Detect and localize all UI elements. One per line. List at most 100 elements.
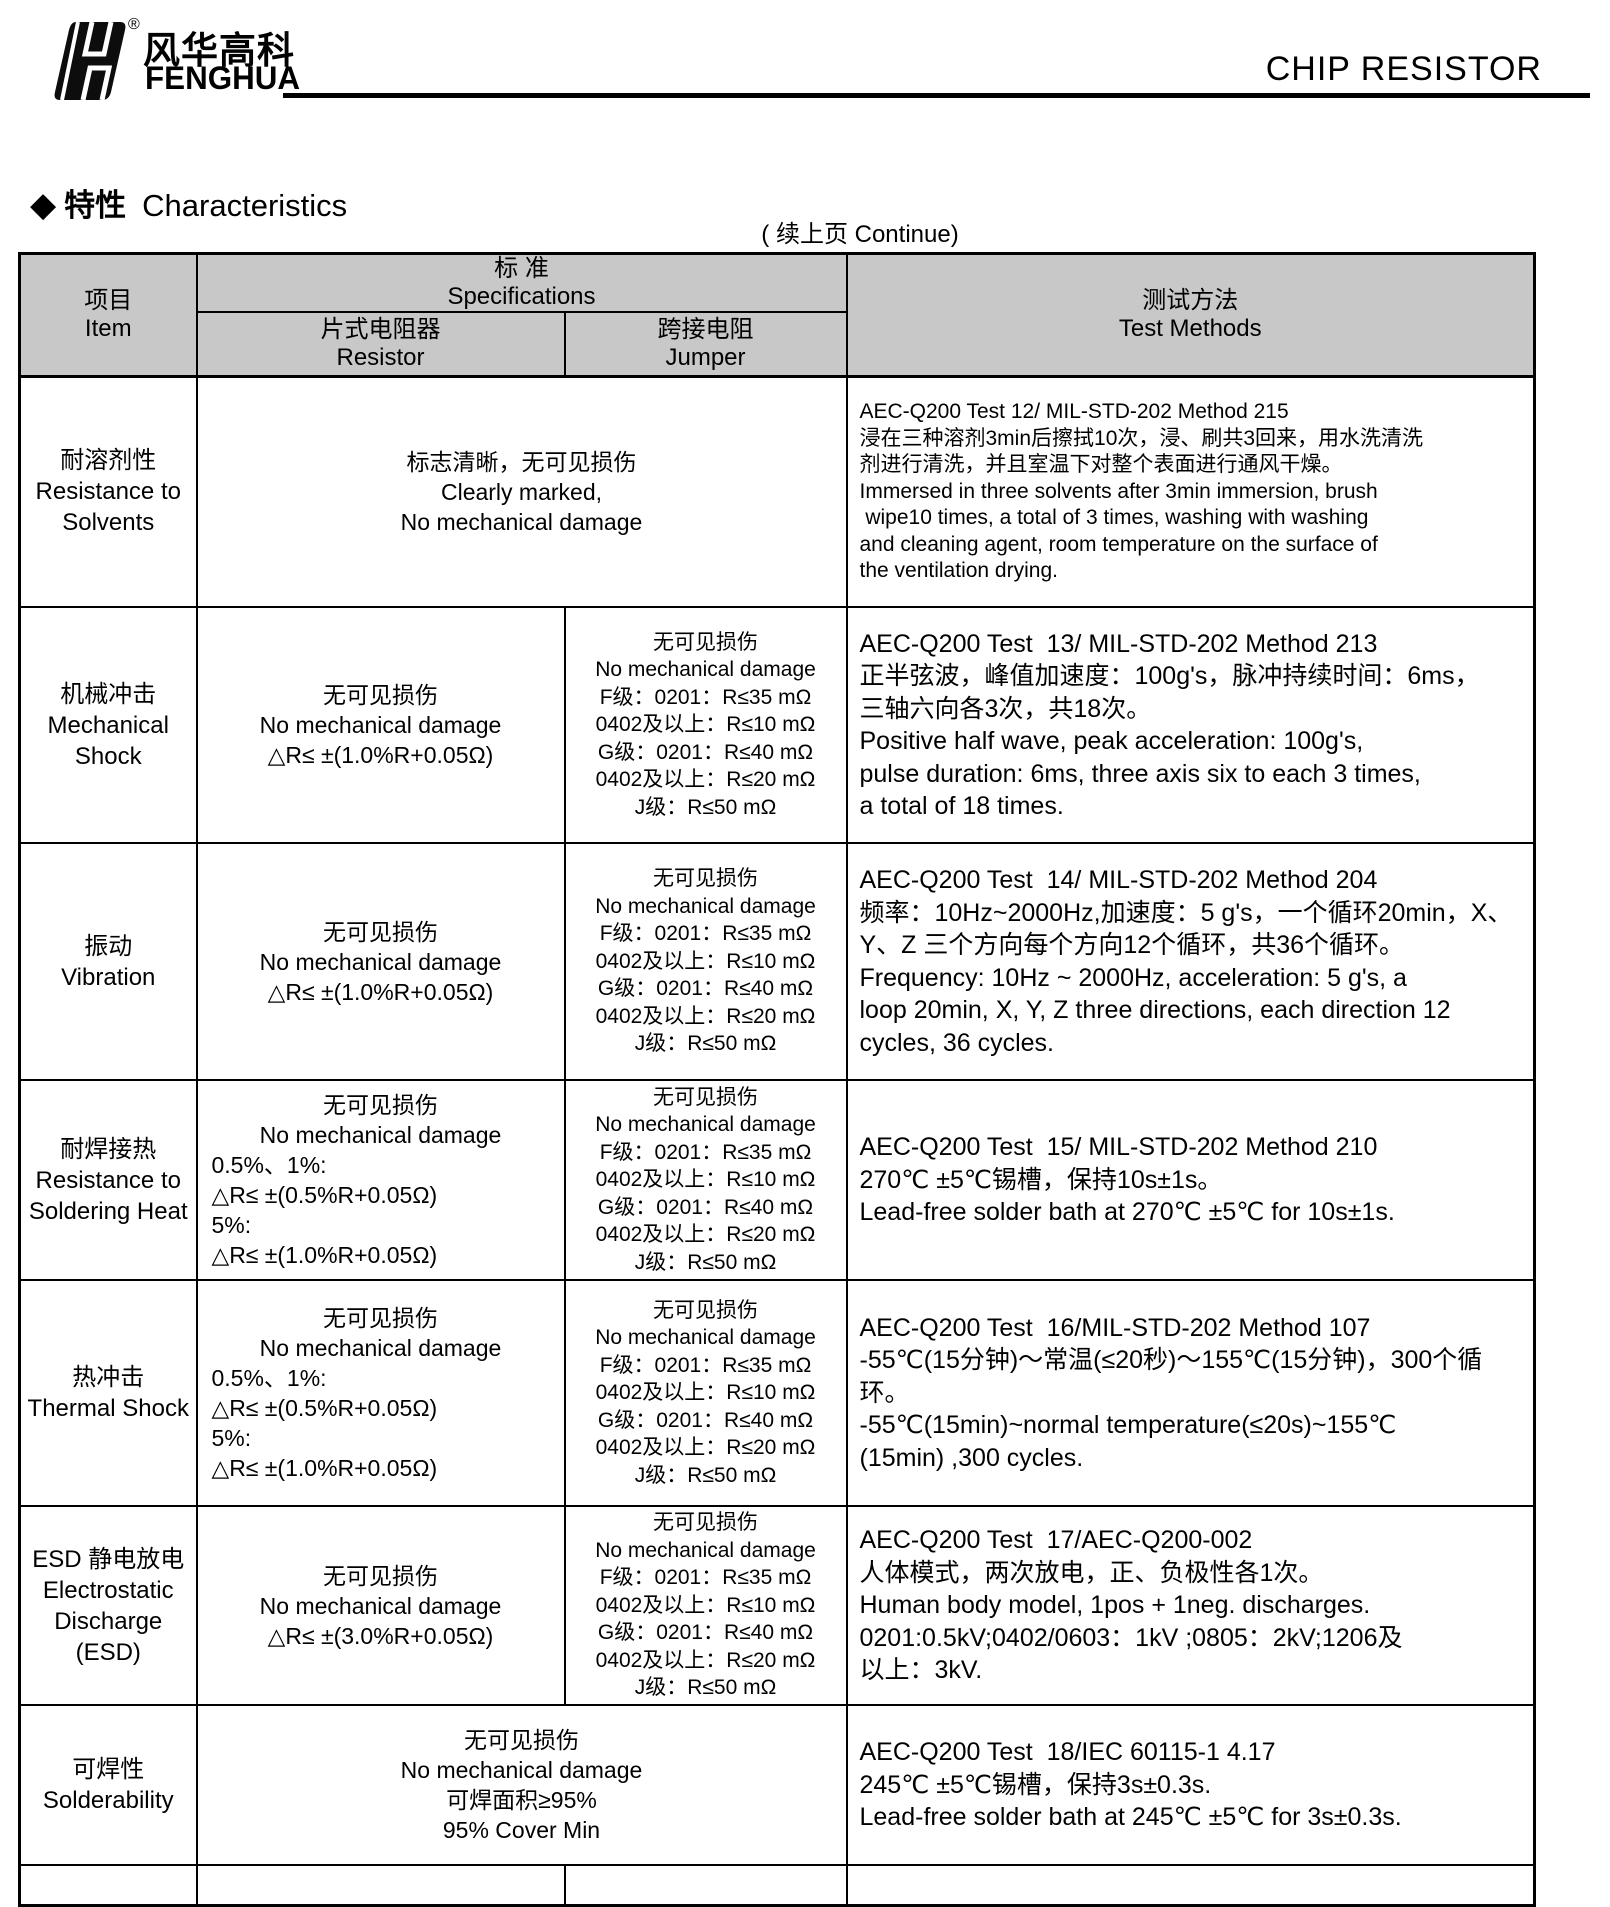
item-label-line: 热冲击: [72, 1364, 145, 1391]
test-method-cell: AEC-Q200 Test 15/ MIL-STD-202 Method 210…: [845, 1079, 1536, 1281]
test-method-line: Lead-free solder bath at 245℃ ±5℃ for 3s…: [859, 1803, 1402, 1832]
item-label-line: ESD 静电放电: [32, 1545, 185, 1573]
characteristics-table-body: 耐溶剂性 Resistance to Solvents 标志清晰，无可见损伤 Clear…: [18, 375, 1536, 1906]
item-label-line: 耐溶剂性: [60, 447, 157, 475]
test-method-line: 以上：3kV.: [859, 1656, 983, 1685]
resistor-spec-line: 无可见损伤: [323, 918, 438, 945]
test-method-cell: AEC-Q200 Test 16/MIL-STD-202 Method 107 -…: [845, 1279, 1536, 1507]
logo-english-name: FENGHUA: [145, 60, 301, 96]
jumper-spec-line: G级：0201：R≤40 mΩ: [597, 1408, 814, 1432]
jumper-spec-line: G级：0201：R≤40 mΩ: [597, 740, 814, 764]
jumper-spec-line: 无可见损伤: [653, 630, 758, 654]
diamond-bullet-icon: ◆: [30, 186, 57, 224]
item-label-line: Solderability: [42, 1787, 174, 1814]
resistor-spec-line: 0.5%、1%:: [211, 1365, 327, 1391]
item-label-line: Discharge: [54, 1607, 163, 1635]
spec-line: No mechanical damage: [400, 1757, 643, 1783]
item-label-line: Vibration: [61, 963, 156, 991]
test-method-line: cycles, 36 cycles.: [859, 1028, 1055, 1057]
resistor-spec-line: 无可见损伤: [323, 1305, 438, 1331]
test-method-cell: AEC-Q200 Test 14/ MIL-STD-202 Method 204…: [845, 842, 1536, 1081]
test-method-line: loop 20min, X, Y, Z three directions, ea…: [859, 996, 1451, 1024]
table-row: 振动 Vibration 无可见损伤 No mechanical damage △R≤ …: [18, 842, 1536, 1081]
resistor-spec-line: △R≤ ±(1.0%R+0.05Ω): [211, 1242, 438, 1268]
section-title: ◆ 特性 Characteristics: [30, 180, 347, 225]
resistor-spec-line: △R≤ ±(1.0%R+0.05Ω): [211, 1455, 438, 1481]
table-row: 热冲击 Thermal Shock 无可见损伤 No mechanical damag…: [18, 1279, 1536, 1507]
resistor-spec-cell: 无可见损伤 No mechanical damage △R≤ ±(3.0%R+0.0…: [195, 1505, 566, 1706]
section-title-en: Characteristics: [142, 188, 348, 223]
test-method-cell: AEC-Q200 Test 18/IEC 60115-1 4.17 245℃ ±5…: [845, 1704, 1536, 1866]
item-label-line: Resistance to: [35, 478, 181, 506]
test-method-cell: AEC-Q200 Test 12/ MIL-STD-202 Method 215…: [845, 375, 1536, 608]
spec-line: Clearly marked,: [440, 478, 603, 505]
specifications-column-header: 标 准 Specifications: [195, 252, 848, 313]
test-method-line: Lead-free solder bath at 270℃ ±5℃ for 10…: [859, 1198, 1395, 1227]
test-method-cell: AEC-Q200 Test 17/AEC-Q200-002 人体模式，两次放电，正…: [845, 1505, 1536, 1706]
test-method-line: Positive half wave, peak acceleration: 1…: [859, 727, 1364, 755]
resistor-spec-line: 5%:: [211, 1425, 252, 1451]
jumper-spec-line: F级：0201：R≤35 mΩ: [599, 1353, 812, 1377]
item-label-line: Thermal Shock: [27, 1395, 189, 1422]
jumper-spec-line: No mechanical damage: [595, 658, 816, 682]
table-row: 机械冲击 Mechanical Shock 无可见损伤 No mechanical da…: [18, 606, 1536, 844]
spec-line: 95% Cover Min: [442, 1817, 601, 1843]
item-cell: 可焊性 Solderability: [18, 1704, 198, 1866]
item-column-header: 项目 Item: [18, 252, 198, 378]
jumper-spec-cell: 无可见损伤 No mechanical damage F级：0201：R≤35 mΩ…: [563, 1505, 848, 1706]
jumper-spec-line: 无可见损伤: [653, 1511, 758, 1535]
table-row: ESD 静电放电 Electrostatic Discharge (ESD) 无可见损伤…: [18, 1505, 1536, 1706]
jumper-spec-line: 无可见损伤: [653, 1298, 758, 1322]
jumper-spec-cell: 无可见损伤 No mechanical damage F级：0201：R≤35 mΩ…: [563, 1279, 848, 1507]
jumper-spec-line: 0402及以上：R≤10 mΩ: [595, 949, 816, 973]
item-label-line: Mechanical: [47, 711, 169, 739]
test-method-line: pulse duration: 6ms, three axis six to e…: [859, 759, 1421, 788]
resistor-header-cn: 片式电阻器: [320, 315, 441, 343]
jumper-spec-line: 0402及以上：R≤10 mΩ: [595, 1381, 816, 1405]
jumper-spec-line: F级：0201：R≤35 mΩ: [599, 685, 812, 709]
jumper-spec-line: J级：R≤50 mΩ: [634, 1676, 777, 1700]
test-method-line: -55℃(15min)~normal temperature(≤20s)~155…: [859, 1411, 1397, 1440]
spec-merged-cell: 标志清晰，无可见损伤 Clearly marked, No mechanical d…: [195, 375, 848, 608]
item-cell: 热冲击 Thermal Shock: [18, 1279, 198, 1507]
jumper-spec-line: F级：0201：R≤35 mΩ: [599, 1140, 812, 1164]
item-header-en: Item: [84, 314, 132, 342]
spec-line: 标志清晰，无可见损伤: [406, 448, 637, 475]
test-method-line: and cleaning agent, room temperature on …: [859, 532, 1378, 556]
jumper-spec-line: J级：R≤50 mΩ: [634, 795, 777, 819]
jumper-spec-line: 0402及以上：R≤20 mΩ: [595, 1436, 816, 1460]
test-method-line: AEC-Q200 Test 14/ MIL-STD-202 Method 204: [859, 866, 1378, 894]
table-row: 耐焊接热 Resistance to Soldering Heat 无可见损伤 No m…: [18, 1079, 1536, 1281]
resistor-spec-cell: 无可见损伤 No mechanical damage △R≤ ±(1.0%R+0.0…: [195, 842, 566, 1081]
test-cell-clipped: [845, 1864, 1536, 1906]
item-header-cn: 项目: [84, 286, 133, 314]
item-label-line: Shock: [74, 742, 142, 770]
resistor-spec-line: △R≤ ±(1.0%R+0.05Ω): [267, 742, 494, 768]
jumper-spec-line: 0402及以上：R≤10 mΩ: [595, 1168, 816, 1192]
spec-line: 可焊面积≥95%: [446, 1787, 597, 1813]
test-method-line: 三轴六向各3次，共18次。: [859, 694, 1152, 723]
fenghua-logo-icon: [52, 20, 130, 102]
jumper-spec-cell: 无可见损伤 No mechanical damage F级：0201：R≤35 mΩ…: [563, 1079, 848, 1281]
resistor-spec-line: 5%:: [211, 1212, 252, 1238]
spec-line: 无可见损伤: [464, 1727, 579, 1753]
item-label-line: Electrostatic: [42, 1576, 174, 1604]
test-method-line: 剂进行清洗，并且室温下对整个表面进行通风干燥。: [859, 453, 1343, 476]
resistor-subcolumn-header: 片式电阻器 Resistor: [195, 311, 566, 378]
jumper-spec-cell: 无可见损伤 No mechanical damage F级：0201：R≤35 mΩ…: [563, 842, 848, 1081]
test-method-line: 270℃ ±5℃锡槽，保持10s±1s。: [859, 1165, 1223, 1194]
jumper-cell-clipped: [563, 1864, 848, 1906]
test-method-line: 人体模式，两次放电，正、负极性各1次。: [859, 1558, 1324, 1587]
table-row-clipped: [18, 1864, 1536, 1906]
table-row: 耐溶剂性 Resistance to Solvents 标志清晰，无可见损伤 Clear…: [18, 375, 1536, 608]
jumper-spec-line: No mechanical damage: [595, 1326, 816, 1350]
test-method-line: Y、Z 三个方向每个方向12个循环，共36个循环。: [859, 931, 1405, 959]
jumper-subcolumn-header: 跨接电阻 Jumper: [563, 311, 848, 378]
item-cell: 耐溶剂性 Resistance to Solvents: [18, 375, 198, 608]
test-method-line: wipe10 times, a total of 3 times, washin…: [859, 506, 1369, 529]
characteristics-table: 项目 Item 标 准 Specifications 测试方法 Test Met…: [18, 252, 1536, 1907]
resistor-spec-cell: 无可见损伤 No mechanical damage 0.5%、1%: △R≤ ±(0…: [195, 1279, 566, 1507]
resistor-header-en: Resistor: [336, 343, 425, 371]
resistor-spec-line: 无可见损伤: [323, 1092, 438, 1118]
resistor-cell-clipped: [195, 1864, 566, 1906]
